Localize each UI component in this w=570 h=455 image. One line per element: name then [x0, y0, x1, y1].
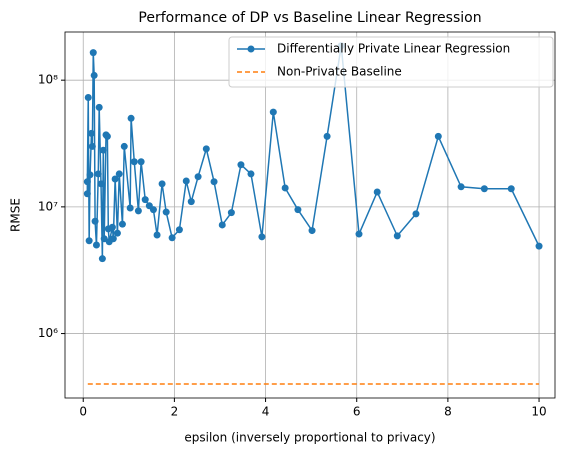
- point: [457, 183, 465, 191]
- point: [194, 173, 202, 181]
- legend-label: Differentially Private Linear Regression: [277, 42, 510, 56]
- point: [294, 206, 302, 214]
- point: [83, 190, 91, 198]
- point: [535, 242, 543, 250]
- legend-marker: [247, 45, 255, 53]
- point: [507, 185, 515, 193]
- axes-frame: [64, 31, 556, 399]
- point: [247, 170, 255, 178]
- x-tick-label: 4: [262, 405, 270, 419]
- point: [98, 255, 106, 263]
- point: [134, 207, 142, 215]
- y-tick-label: 10⁶: [38, 326, 58, 340]
- point: [84, 93, 92, 101]
- point: [323, 132, 331, 140]
- point: [237, 161, 245, 169]
- point: [137, 158, 145, 166]
- x-tick-label: 2: [171, 405, 179, 419]
- point: [95, 103, 103, 111]
- point: [149, 206, 157, 214]
- point: [182, 177, 190, 185]
- point: [269, 108, 277, 116]
- point: [115, 170, 123, 178]
- x-axis-label: epsilon (inversely proportional to priva…: [184, 431, 435, 445]
- x-tick-label: 0: [79, 405, 87, 419]
- point: [88, 142, 96, 150]
- point: [308, 227, 316, 235]
- point: [87, 129, 95, 137]
- point: [127, 114, 135, 122]
- point: [202, 145, 210, 153]
- chart-title: Performance of DP vs Baseline Linear Reg…: [138, 10, 481, 26]
- point: [126, 204, 134, 212]
- legend-box: [228, 36, 554, 88]
- point: [89, 49, 97, 57]
- line: [86, 45, 540, 259]
- point: [118, 220, 126, 228]
- point: [141, 196, 149, 204]
- x-tick-label: 8: [444, 405, 452, 419]
- point: [108, 223, 116, 231]
- point: [373, 188, 381, 196]
- point: [480, 185, 488, 193]
- y-axis-label: RMSE: [9, 198, 23, 232]
- point: [100, 235, 108, 243]
- y-tick-label: 10⁸: [38, 73, 58, 87]
- point: [92, 241, 100, 249]
- point: [412, 210, 420, 218]
- point: [158, 180, 166, 188]
- point: [153, 231, 161, 239]
- x-tick-label: 10: [531, 405, 546, 419]
- point: [103, 132, 111, 140]
- point: [120, 142, 128, 150]
- legend-label: Non-Private Baseline: [277, 65, 402, 79]
- point: [210, 178, 218, 186]
- point: [162, 208, 170, 216]
- point: [97, 180, 105, 188]
- point: [393, 232, 401, 240]
- point: [113, 229, 121, 237]
- point: [168, 234, 176, 242]
- point: [85, 237, 93, 245]
- point: [99, 146, 107, 154]
- point: [83, 178, 91, 186]
- point: [355, 230, 363, 238]
- point: [218, 221, 226, 229]
- point: [86, 171, 94, 179]
- point: [281, 184, 289, 192]
- point: [111, 175, 119, 183]
- x-tick-label: 6: [353, 405, 361, 419]
- y-tick-label: 10⁷: [38, 199, 58, 213]
- point: [90, 71, 98, 79]
- legend: Differentially Private Linear Regression…: [228, 36, 554, 88]
- point: [91, 217, 99, 225]
- point: [94, 170, 102, 178]
- point: [434, 132, 442, 140]
- point: [258, 233, 266, 241]
- point: [130, 158, 138, 166]
- point: [227, 209, 235, 217]
- point: [109, 235, 117, 243]
- point: [175, 226, 183, 234]
- point: [187, 198, 195, 206]
